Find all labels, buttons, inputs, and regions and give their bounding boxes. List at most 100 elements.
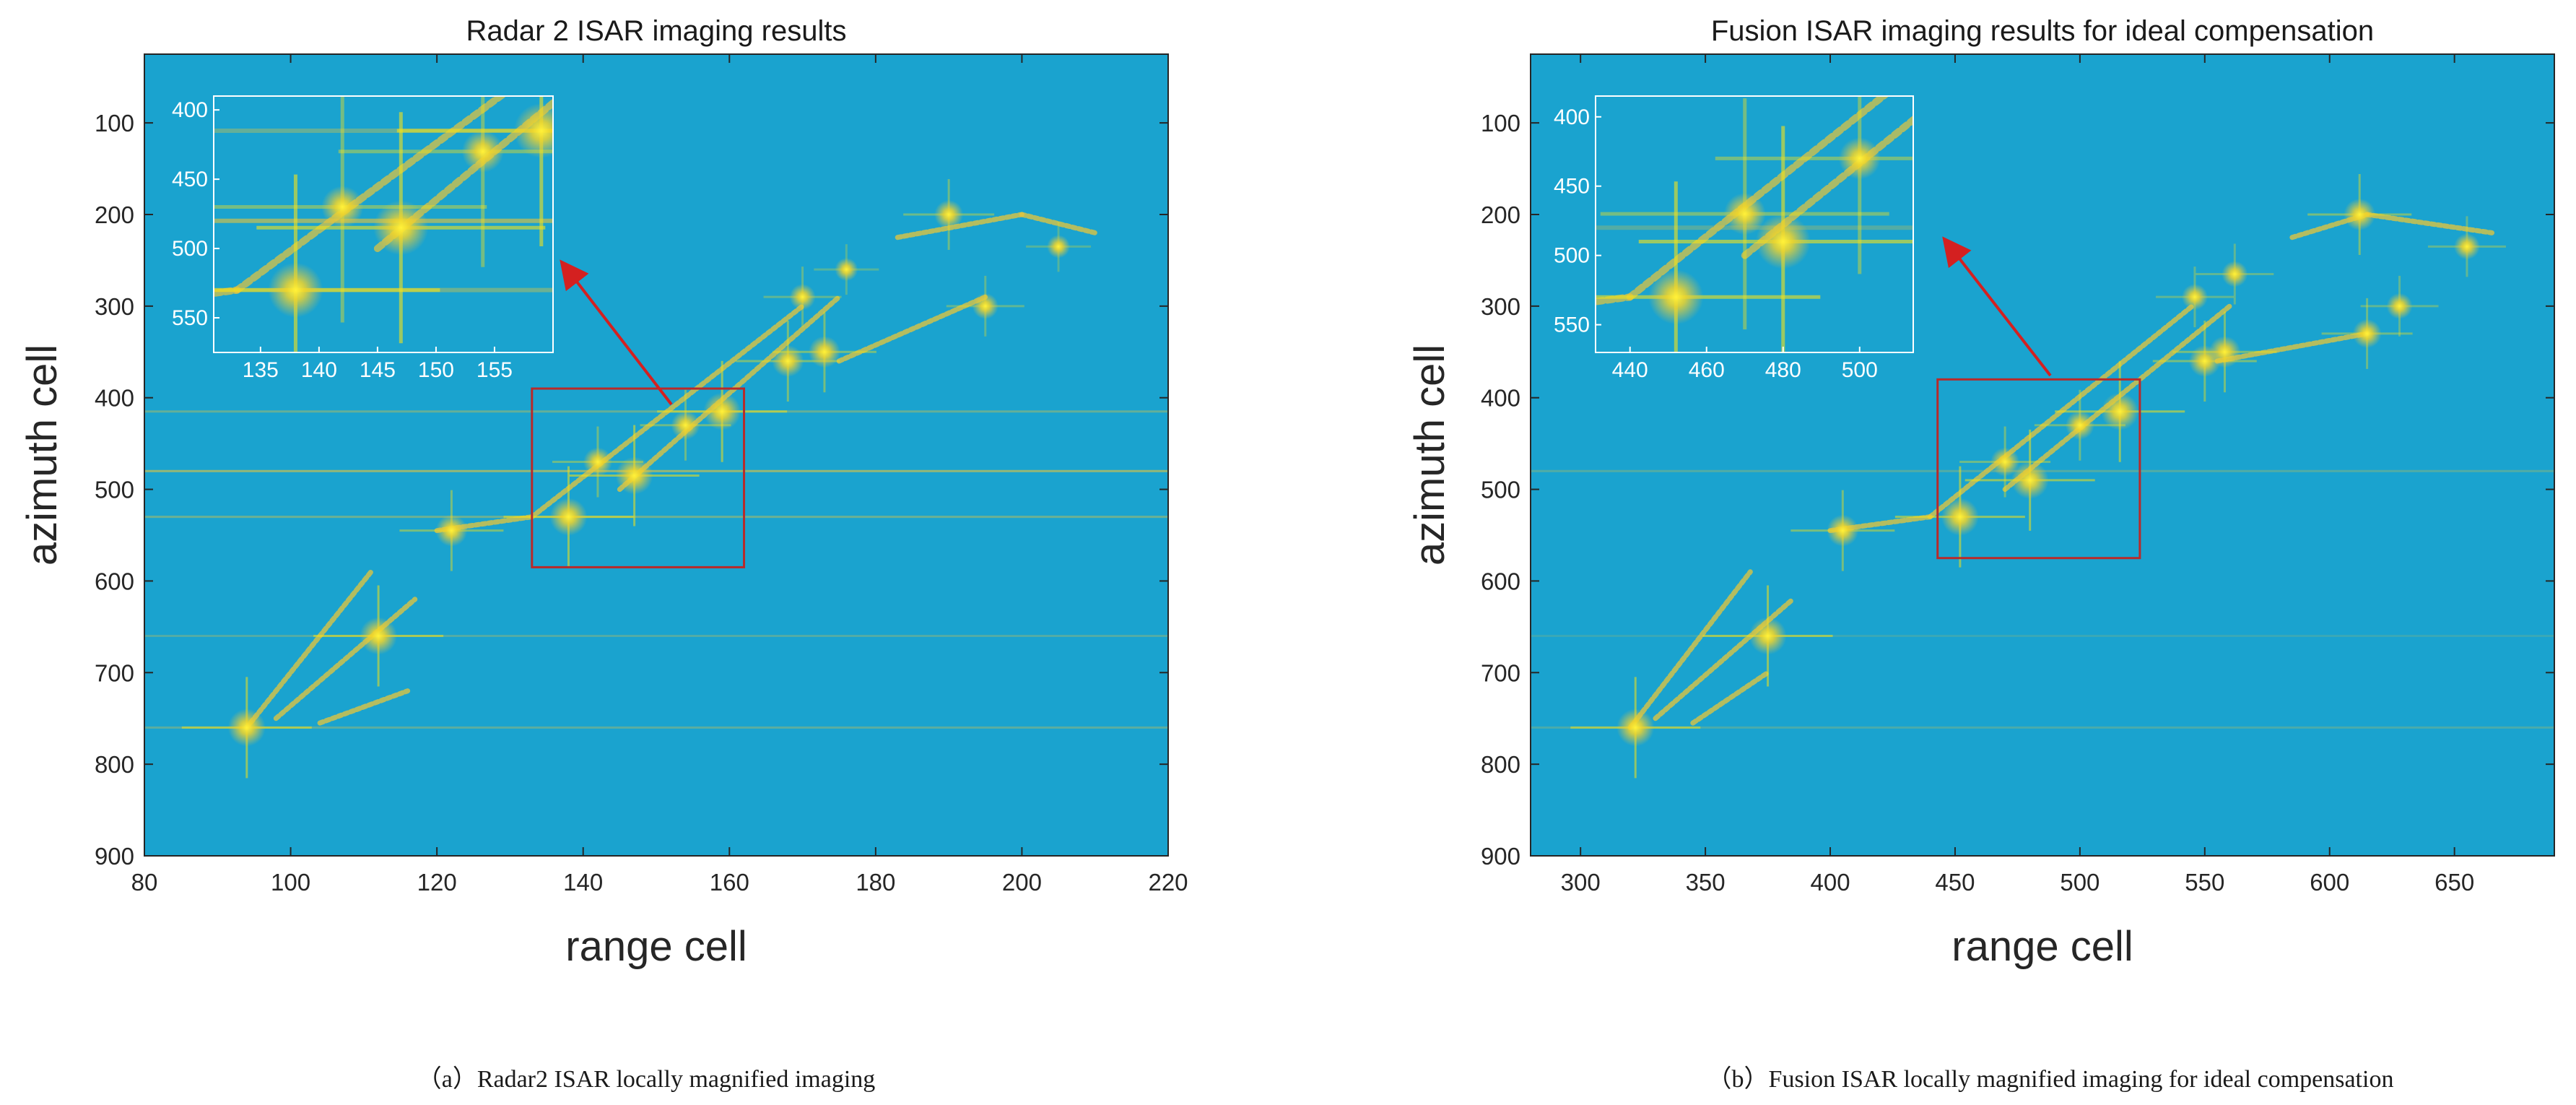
panel-b-scatterer: [2011, 461, 2049, 499]
panel-a-ridge: [895, 212, 1024, 240]
panel-a-heatmap-content: [144, 179, 1168, 779]
panel-a-inset-ridge: [373, 98, 553, 253]
panel-b-inset-x-tick-label: 480: [1765, 358, 1801, 382]
panel-b-scatterer: [1827, 514, 1859, 547]
panel-b-x-tick-label: 300: [1561, 869, 1601, 896]
panel-a-inset-x-tick-label: 140: [301, 358, 337, 382]
panel-b-x-tick-label: 550: [2185, 869, 2224, 896]
panel-a-y-tick-label: 700: [95, 659, 134, 686]
panel-b-heatmap-background: [1531, 54, 2554, 856]
panel-a-inset-x-tick-label: 145: [360, 358, 396, 382]
panel-b-x-tick-label: 400: [1810, 869, 1850, 896]
panel-a-x-tick-label: 160: [710, 869, 749, 896]
panel-b-heatmap-content: [1531, 174, 2554, 779]
panel-a-axes-frame: [144, 53, 1169, 857]
panel-b-inset-x-tick-label: 500: [1842, 358, 1878, 382]
panel-b-y-tick-label: 300: [1481, 293, 1520, 320]
panel-a-inset-scatterer: [461, 130, 504, 173]
panel-b-x-tick-label: 500: [2060, 869, 2099, 896]
panel-a-scatterer: [435, 514, 468, 547]
panel-b-inset-y-tick-label: 450: [1554, 175, 1590, 199]
panel-a-inset: 135 140 145 150 155 400 450 500 550: [172, 95, 554, 382]
panel-b-inset-scatterer: [1838, 137, 1881, 180]
panel-b-ridge: [2364, 212, 2495, 235]
panel-b-y-tick-label: 800: [1481, 751, 1520, 778]
panel-b-inset-content: [1209, 96, 1913, 609]
panel-a-scatterer: [671, 410, 700, 440]
panel-a-inset-scatterer: [268, 262, 323, 318]
panel-a-inset-scatterer: [321, 186, 364, 228]
panel-a-x-tick-label: 120: [417, 869, 457, 896]
panel-b-scatterer: [2065, 410, 2094, 440]
panel-b-x-tick-label: 650: [2434, 869, 2474, 896]
panel-b-inset-ridge: [1209, 422, 1420, 602]
panel-b-plot-area: 440 460 480 500 400 450 500 550 300 350 400 450 500 5…: [1209, 53, 2555, 896]
panel-b-inset-y-tick-label: 400: [1554, 105, 1590, 129]
panel-b-inset-scatterer: [1723, 193, 1766, 235]
panel-b-inset: 440 460 480 500 400 450 500 550: [1209, 95, 1914, 609]
panel-a-zoom-arrow: [560, 259, 673, 406]
panel-b-zoom-arrow: [1942, 236, 2052, 377]
panel-a-scatterer: [972, 292, 998, 319]
panel-b-scatterer: [2352, 318, 2382, 348]
panel-a-y-tick-label: 200: [95, 202, 134, 228]
panel-a-scatterer: [835, 258, 858, 282]
panel-a-caption: （a）Radar2 ISAR locally magnified imaging: [417, 1065, 876, 1093]
panel-a-inset-content: [214, 96, 553, 352]
panel-b-scatterer: [2101, 392, 2139, 430]
panel-a-scatterer: [583, 447, 612, 477]
panel-a-ridge: [317, 688, 411, 726]
panel-a-x-axis-label: range cell: [565, 923, 747, 970]
panel-a-ridge: [1019, 212, 1098, 235]
panel-a-x-tick-label: 100: [271, 869, 310, 896]
panel-b-inset-scatterer: [1648, 269, 1704, 325]
panel-a-inset-y-tick-label: 400: [172, 98, 208, 122]
panel-b-inset-ridge: [1741, 115, 1913, 259]
panel-a-y-tick-label: 500: [95, 477, 134, 503]
panel-a-scatterer: [549, 498, 588, 536]
panel-a-inset-scatterer: [513, 103, 553, 158]
panel-a-inset-scatterer: [373, 200, 429, 256]
panel-b: Fusion ISAR imaging results for ideal co…: [1209, 15, 2555, 1093]
panel-b-ridge: [2214, 331, 2370, 364]
panel-a-inset-x-tick-label: 155: [477, 358, 513, 382]
panel-b-inset-x-tick-label: 440: [1612, 358, 1648, 382]
panel-b-inset-ridge: [1266, 532, 1381, 609]
panel-a-y-tick-label: 100: [95, 110, 134, 136]
panel-b-inset-x-tick-label: 460: [1689, 358, 1725, 382]
panel-b-scatterer: [2209, 336, 2241, 368]
panel-a-scatterer: [789, 284, 816, 311]
panel-b-inset-ridge: [1596, 293, 1634, 306]
panel-a-inset-y-tick-label: 450: [172, 168, 208, 191]
panel-b-x-axis-label: range cell: [1951, 923, 2133, 970]
panel-b-caption: （b）Fusion ISAR locally magnified imaging…: [1707, 1065, 2394, 1093]
panel-a-plot-area: 135 140 145 150 155 400 450 500 550 80 100 120 140 16…: [95, 53, 1188, 896]
panel-b-x-tick-label: 350: [1686, 869, 1726, 896]
panel-a-ridge: [273, 597, 418, 722]
panel-b-inset-ridge: [1626, 96, 1889, 301]
panel-b-inset-y-tick-label: 550: [1554, 313, 1590, 337]
panel-a-y-tick-label: 800: [95, 751, 134, 778]
panel-a-inset-y-tick-label: 550: [172, 306, 208, 330]
panel-a-inset-frame: [213, 95, 554, 353]
panel-b-scatterer: [2181, 284, 2208, 311]
panel-b-y-tick-label: 600: [1481, 568, 1520, 594]
panel-a-x-tick-label: 140: [563, 869, 603, 896]
panel-a-scatterer: [1047, 235, 1071, 259]
panel-b-scatterer: [2453, 233, 2480, 260]
panel-b-scatterer: [2344, 199, 2376, 230]
panel-b-inset-frame: [1595, 95, 1914, 353]
panel-a-ridge: [836, 294, 988, 364]
panel-b-scatterer: [2222, 261, 2248, 287]
panel-a-y-tick-label: 300: [95, 293, 134, 320]
panel-a-title: Radar 2 ISAR imaging results: [466, 15, 847, 47]
panel-a-scatterer: [360, 617, 398, 655]
panel-a: Radar 2 ISAR imaging results 135 140 145 15…: [19, 15, 1188, 1093]
panel-a-y-tick-label: 400: [95, 385, 134, 412]
panel-a-scatterer: [808, 336, 840, 368]
panel-a-scatterer: [703, 392, 741, 430]
panel-b-x-tick-label: 600: [2310, 869, 2349, 896]
panel-a-scatterer: [615, 456, 653, 495]
panel-a-scatterer: [772, 344, 804, 377]
